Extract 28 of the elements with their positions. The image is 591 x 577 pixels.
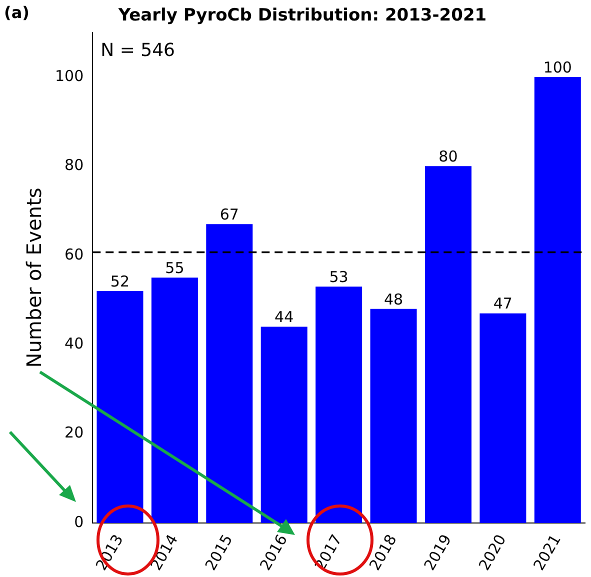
- data-label: 100: [543, 58, 572, 76]
- y-tick-label: 80: [64, 156, 84, 174]
- y-tick-label: 0: [74, 512, 84, 531]
- data-label: 47: [493, 294, 512, 313]
- data-label: 80: [438, 148, 458, 166]
- chart-title: Yearly PyroCb Distribution: 2013-2021: [117, 6, 487, 26]
- data-label: 52: [110, 272, 130, 290]
- bar: [96, 291, 144, 523]
- data-label: 44: [274, 308, 294, 326]
- data-label: 67: [220, 206, 239, 224]
- bar: [260, 326, 308, 523]
- bar: [151, 278, 198, 523]
- y-tick-label: 60: [64, 245, 84, 264]
- bar: [316, 286, 362, 523]
- text: (a): [4, 3, 30, 22]
- y-tick-label: 100: [54, 66, 84, 85]
- annotation: N = 546: [100, 40, 175, 62]
- y-axis-title: Number of Events: [22, 188, 46, 368]
- bar: [370, 308, 417, 523]
- bar: [206, 224, 253, 523]
- data-label: 55: [165, 259, 184, 278]
- data-label: 48: [384, 290, 404, 308]
- y-tick-label: 40: [64, 334, 84, 352]
- bar: [534, 76, 581, 523]
- y-tick-label: 20: [64, 424, 84, 442]
- bar: [480, 313, 526, 523]
- data-label: 53: [329, 268, 348, 286]
- bar: [424, 166, 472, 523]
